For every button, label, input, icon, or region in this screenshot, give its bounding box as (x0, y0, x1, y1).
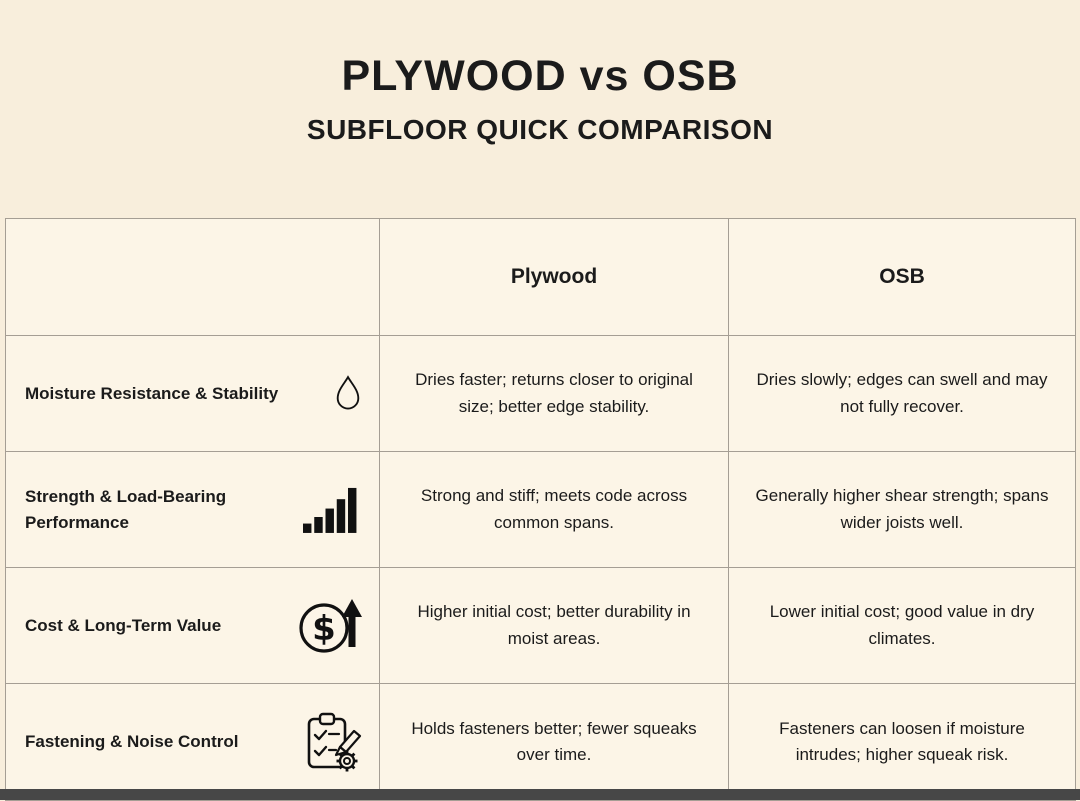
cell-text: Lower initial cost; good value in dry cl… (769, 602, 1035, 648)
column-header-osb: OSB (729, 219, 1075, 336)
cell-moisture-plywood: Dries faster; returns closer to original… (380, 336, 729, 452)
row-label-cost: Cost & Long-Term Value (25, 615, 222, 635)
cell-text: Generally higher shear strength; spans w… (755, 486, 1049, 532)
svg-text:$: $ (312, 609, 336, 649)
cell-text: Dries faster; returns closer to original… (415, 370, 693, 416)
column-header-plywood: Plywood (380, 219, 729, 336)
cell-strength-plywood: Strong and stiff; meets code across comm… (380, 452, 729, 568)
cell-fastening-plywood: Holds fasteners better; fewer squeaks ov… (380, 684, 729, 800)
cell-text: Dries slowly; edges can swell and may no… (756, 370, 1048, 416)
checklist-gear-pencil-icon (303, 711, 363, 773)
row-label-fastening: Fastening & Noise Control (25, 732, 239, 752)
cell-moisture-osb: Dries slowly; edges can swell and may no… (729, 336, 1075, 452)
bottom-bar (0, 789, 1080, 800)
page-subtitle: SUBFLOOR QUICK COMPARISON (306, 114, 774, 145)
corner-cell (6, 219, 380, 336)
row-header-fastening: Fastening & Noise Control (6, 684, 380, 800)
bar-chart-icon (303, 486, 363, 533)
row-header-strength: Strength & Load-Bearing Performance (6, 452, 380, 568)
row-header-cost: Cost & Long-Term Value $ (6, 568, 380, 684)
row-label-strength: Strength & Load-Bearing Performance (25, 487, 227, 532)
cell-strength-osb: Generally higher shear strength; spans w… (729, 452, 1075, 568)
cell-cost-osb: Lower initial cost; good value in dry cl… (729, 568, 1075, 684)
row-label-moisture: Moisture Resistance & Stability (25, 383, 279, 403)
page-title: PLYWOOD vs OSB (341, 52, 739, 100)
row-header-moisture: Moisture Resistance & Stability (6, 336, 380, 452)
cell-text: Holds fasteners better; fewer squeaks ov… (411, 718, 697, 764)
column-header-plywood-label: Plywood (510, 265, 598, 288)
dollar-growth-icon: $ (297, 597, 363, 655)
column-header-osb-label: OSB (879, 265, 925, 288)
header: PLYWOOD vs OSB SUBFLOOR QUICK COMPARISON (0, 0, 1080, 146)
cell-text: Fasteners can loosen if moisture intrude… (779, 718, 1025, 764)
cell-cost-plywood: Higher initial cost; better durability i… (380, 568, 729, 684)
water-droplet-icon (333, 374, 363, 413)
cell-fastening-osb: Fasteners can loosen if moisture intrude… (729, 684, 1075, 800)
cell-text: Higher initial cost; better durability i… (417, 602, 691, 648)
comparison-table: Plywood OSB Moisture Resistance & Stabil… (5, 218, 1076, 801)
cell-text: Strong and stiff; meets code across comm… (420, 486, 688, 532)
